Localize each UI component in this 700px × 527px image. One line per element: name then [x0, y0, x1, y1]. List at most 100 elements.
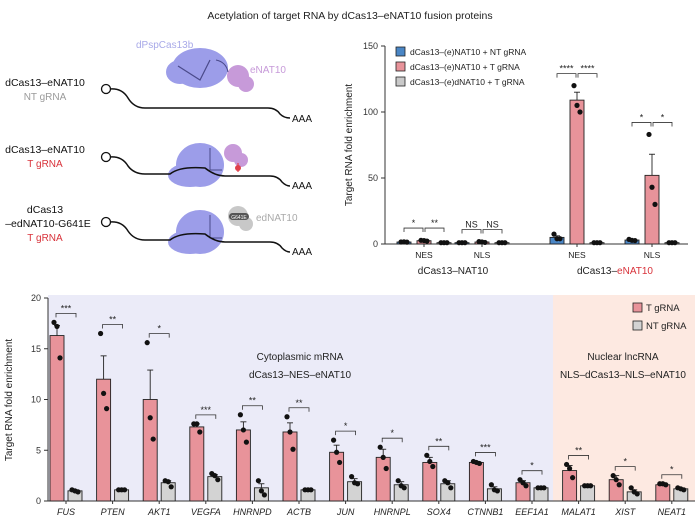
- x-tick-label: FUS: [57, 507, 75, 517]
- enzyme-label: eNAT10: [250, 65, 286, 76]
- x-tick-label: PTEN: [101, 507, 126, 517]
- significance-bracket: [652, 122, 673, 127]
- x-tick-label: NLS: [644, 250, 661, 260]
- data-point: [54, 323, 60, 330]
- protein-label: dPspCas13b: [136, 40, 194, 51]
- top-bar-chart: Target RNA fold enrichment dCas13–(e)NAT…: [344, 41, 688, 277]
- significance-label: **: [575, 445, 583, 455]
- significance-bracket: [288, 407, 310, 412]
- significance-bracket: [403, 227, 424, 233]
- bar: [189, 426, 205, 502]
- data-point: [331, 437, 337, 443]
- data-point: [104, 406, 110, 412]
- y-tick-label: 0: [373, 239, 378, 249]
- x-tick-label: NES: [568, 250, 586, 260]
- data-point: [427, 458, 433, 465]
- y-axis-label: Target RNA fold enrichment: [4, 339, 15, 462]
- region-cytoplasmic-construct: dCas13–NES–eNAT10: [249, 370, 352, 381]
- data-point: [541, 485, 547, 491]
- significance-label: **: [249, 396, 257, 406]
- data-point: [194, 421, 200, 427]
- significance-label: ***: [201, 405, 212, 415]
- bar: [375, 456, 391, 502]
- legend-swatch: [632, 320, 643, 331]
- data-point: [663, 482, 669, 488]
- region-cytoplasmic-bg: [48, 295, 553, 501]
- data-point: [75, 489, 81, 495]
- data-point: [577, 109, 583, 115]
- legend-label: dCas13–(e)NAT10 + T gRNA: [410, 62, 520, 72]
- data-point: [168, 484, 174, 490]
- data-point: [430, 463, 436, 470]
- significance-label: **: [431, 218, 439, 228]
- significance-bracket: [614, 466, 636, 471]
- data-point: [215, 477, 221, 483]
- data-point: [349, 474, 355, 480]
- significance-bracket: [482, 229, 503, 234]
- data-point: [334, 449, 340, 455]
- data-point: [197, 429, 203, 435]
- group-label-enat10: dCas13–eNAT10: [577, 266, 653, 277]
- x-tick-label: ACTB: [286, 507, 311, 517]
- x-tick-label: SOX4: [427, 507, 451, 517]
- data-point: [284, 414, 290, 420]
- data-point: [287, 429, 293, 435]
- data-point: [98, 330, 104, 337]
- data-point: [51, 319, 57, 325]
- data-point: [616, 482, 622, 488]
- data-point: [597, 240, 603, 246]
- y-tick-label: 0: [36, 496, 41, 506]
- data-point: [634, 491, 640, 497]
- significance-label: *: [623, 457, 627, 467]
- x-tick-label: HNRNPL: [374, 507, 411, 517]
- mutation-tag-text: G641E: [231, 215, 247, 221]
- data-point: [404, 239, 410, 245]
- data-point: [610, 473, 616, 479]
- data-point: [444, 240, 450, 246]
- data-point: [255, 478, 261, 484]
- significance-label: *: [640, 112, 644, 122]
- significance-bracket: [335, 430, 356, 436]
- data-point: [147, 415, 153, 421]
- data-point: [462, 240, 468, 246]
- significance-bracket: [661, 474, 683, 479]
- data-point: [494, 488, 500, 494]
- significance-label: *: [157, 324, 161, 334]
- x-tick-label: NEAT1: [658, 507, 686, 517]
- significance-label: ****: [559, 64, 574, 74]
- y-tick-label: 150: [363, 41, 378, 51]
- data-point: [261, 492, 267, 498]
- data-point: [395, 478, 401, 484]
- rna-row-2: dCas13–eNAT10 T gRNA AAA: [5, 143, 312, 192]
- dead-enzyme-label: edNAT10: [256, 213, 298, 224]
- row-grna: T gRNA: [27, 159, 63, 170]
- significance-bracket: [568, 455, 589, 460]
- significance-label: *: [661, 112, 665, 122]
- significance-bracket: [521, 470, 543, 475]
- bar: [608, 479, 624, 502]
- data-point: [646, 131, 652, 138]
- data-point: [377, 444, 383, 450]
- significance-label: *: [412, 218, 416, 228]
- significance-label: *: [670, 465, 674, 475]
- x-tick-label: CTNNB1: [467, 507, 503, 517]
- significance-label: *: [344, 421, 348, 431]
- row-grna: T gRNA: [27, 233, 63, 244]
- data-point: [551, 231, 557, 237]
- bar: [655, 484, 671, 502]
- data-point: [337, 459, 343, 466]
- data-point: [237, 412, 243, 418]
- significance-label: ****: [580, 64, 595, 74]
- bar: [49, 335, 65, 502]
- x-tick-label: HNRNPD: [233, 507, 272, 517]
- data-point: [212, 473, 218, 479]
- x-tick-label: NLS: [474, 250, 491, 260]
- data-point: [165, 479, 171, 485]
- significance-label: **: [109, 315, 117, 325]
- y-tick-label: 5: [36, 445, 41, 455]
- data-point: [502, 240, 508, 246]
- x-tick-label: XIST: [614, 507, 637, 517]
- schematic: dPspCas13b eNAT10 dCas13–eNAT10 NT gRNA …: [5, 40, 312, 258]
- legend: dCas13–(e)NAT10 + NT gRNA dCas13–(e)NAT1…: [395, 46, 526, 87]
- data-point: [557, 236, 563, 242]
